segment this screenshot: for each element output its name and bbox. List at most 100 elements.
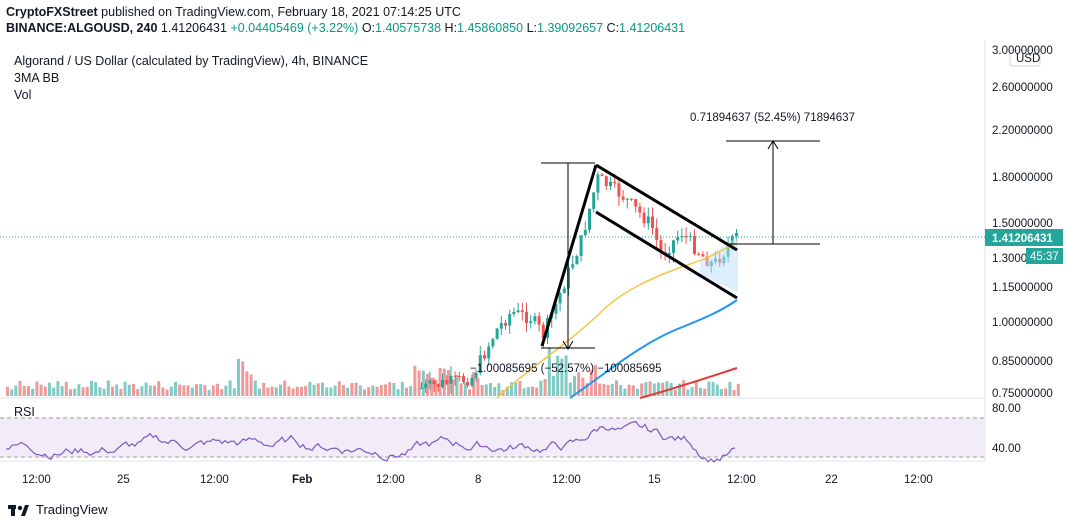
target-annotation: 0.71894637 (52.45%) 71894637 bbox=[690, 112, 855, 124]
rsi-tick: 40.00 bbox=[992, 443, 1021, 455]
candle-body bbox=[651, 216, 654, 228]
volume-bar bbox=[43, 386, 47, 396]
volume-bar bbox=[480, 385, 484, 396]
candle-body bbox=[478, 355, 482, 373]
volume-bar bbox=[560, 358, 564, 396]
volume-bar bbox=[224, 385, 228, 396]
time-tick: 22 bbox=[825, 474, 838, 486]
volume-bar bbox=[346, 387, 350, 396]
volume-bar bbox=[694, 380, 698, 396]
volume-bar bbox=[455, 374, 459, 396]
volume-bar bbox=[182, 385, 186, 396]
time-tick: 12:00 bbox=[727, 474, 756, 486]
candles bbox=[420, 171, 738, 394]
volume-bar bbox=[720, 389, 723, 396]
volume-bar bbox=[732, 389, 736, 396]
volume-bar bbox=[552, 375, 555, 396]
volume-bar bbox=[73, 388, 77, 396]
price-tick: 1.00000000 bbox=[992, 317, 1053, 329]
candle-body bbox=[646, 216, 650, 224]
footer-brand[interactable]: TradingView bbox=[8, 502, 108, 517]
volume-bar bbox=[665, 381, 669, 396]
volume-bar bbox=[636, 388, 639, 396]
candle-body bbox=[445, 380, 449, 384]
candle-body bbox=[529, 321, 533, 324]
volume-bar bbox=[400, 382, 404, 396]
volume-bar bbox=[711, 381, 715, 396]
volume-bar bbox=[6, 386, 9, 396]
footer-brand-label: TradingView bbox=[36, 502, 108, 517]
volume-bar bbox=[350, 383, 354, 396]
price-tick: 1.80000000 bbox=[992, 172, 1053, 184]
volume-bar bbox=[321, 382, 324, 396]
candle-body bbox=[596, 174, 600, 193]
currency-badge[interactable] bbox=[1009, 49, 1041, 67]
time-tick: 12:00 bbox=[200, 474, 229, 486]
volume-bar bbox=[661, 382, 665, 396]
time-tick: 8 bbox=[475, 474, 481, 486]
volume-bar bbox=[274, 387, 278, 396]
volume-bar bbox=[652, 383, 656, 396]
candle-body bbox=[436, 384, 440, 387]
volume-bar bbox=[686, 389, 690, 396]
candle-body bbox=[483, 355, 486, 359]
volume-bar bbox=[174, 381, 177, 396]
candle-body bbox=[428, 380, 432, 384]
wedge-upper-line[interactable] bbox=[595, 163, 738, 252]
volume-bar bbox=[606, 384, 610, 396]
volume-bar bbox=[262, 382, 266, 396]
volume-bar bbox=[598, 383, 602, 396]
flagpole-line[interactable] bbox=[540, 164, 598, 347]
candle-body bbox=[588, 208, 591, 230]
time-tick: 12:00 bbox=[904, 474, 933, 486]
candle-body bbox=[424, 383, 428, 388]
candle-body bbox=[634, 199, 638, 207]
volume-bar bbox=[316, 383, 320, 396]
volume-bar bbox=[161, 387, 165, 396]
publisher-name[interactable]: CryptoFXStreet bbox=[6, 5, 98, 19]
legend-indicator: 3MA BB bbox=[14, 71, 59, 85]
volume-bar bbox=[577, 372, 581, 396]
volume-bar bbox=[300, 386, 303, 396]
volume-bar bbox=[468, 389, 471, 396]
time-tick: 12:00 bbox=[552, 474, 581, 486]
volume-bar bbox=[442, 368, 446, 396]
volume-bar bbox=[106, 380, 110, 396]
volume-bar bbox=[253, 380, 257, 396]
close-label: C: bbox=[606, 21, 620, 35]
wedge-lower-line[interactable] bbox=[595, 210, 738, 300]
volume-bar bbox=[39, 384, 43, 396]
volume-bar bbox=[610, 383, 614, 396]
candle-body bbox=[680, 235, 684, 238]
volume-bar bbox=[728, 381, 732, 396]
candle-body bbox=[441, 380, 444, 387]
ma-blue-line bbox=[569, 299, 738, 399]
volume-bar bbox=[270, 386, 274, 396]
pole-annotation: −1.00085695 (−52.57%) −100085695 bbox=[470, 363, 662, 375]
candle-body bbox=[537, 316, 541, 325]
candle-body bbox=[466, 382, 470, 386]
volume-bar bbox=[48, 382, 51, 396]
candle-body bbox=[516, 310, 520, 313]
volume-bar bbox=[94, 382, 98, 396]
volume-bar bbox=[459, 383, 463, 396]
low-value: 1.39092657 bbox=[537, 21, 604, 35]
volume-bar bbox=[283, 380, 287, 396]
price-tick: 0.85000000 bbox=[992, 356, 1053, 368]
open-value: 1.40575738 bbox=[375, 21, 442, 35]
volume-bar bbox=[392, 382, 396, 396]
candle-body bbox=[508, 314, 512, 326]
volume-bar bbox=[648, 381, 652, 396]
volume-bar bbox=[371, 385, 375, 396]
volume-bar bbox=[195, 384, 198, 396]
volume-bar bbox=[526, 387, 530, 396]
ohlc-line: BINANCE:ALGOUSD, 240 1.41206431 +0.04405… bbox=[6, 20, 685, 36]
volume-bar bbox=[396, 389, 400, 396]
legend-volume: Vol bbox=[14, 88, 31, 102]
candle-body bbox=[672, 240, 675, 253]
chart-header: CryptoFXStreet published on TradingView.… bbox=[6, 4, 685, 36]
volume-bar bbox=[602, 384, 606, 396]
volume-bar bbox=[56, 381, 60, 396]
candle-body bbox=[667, 252, 671, 255]
